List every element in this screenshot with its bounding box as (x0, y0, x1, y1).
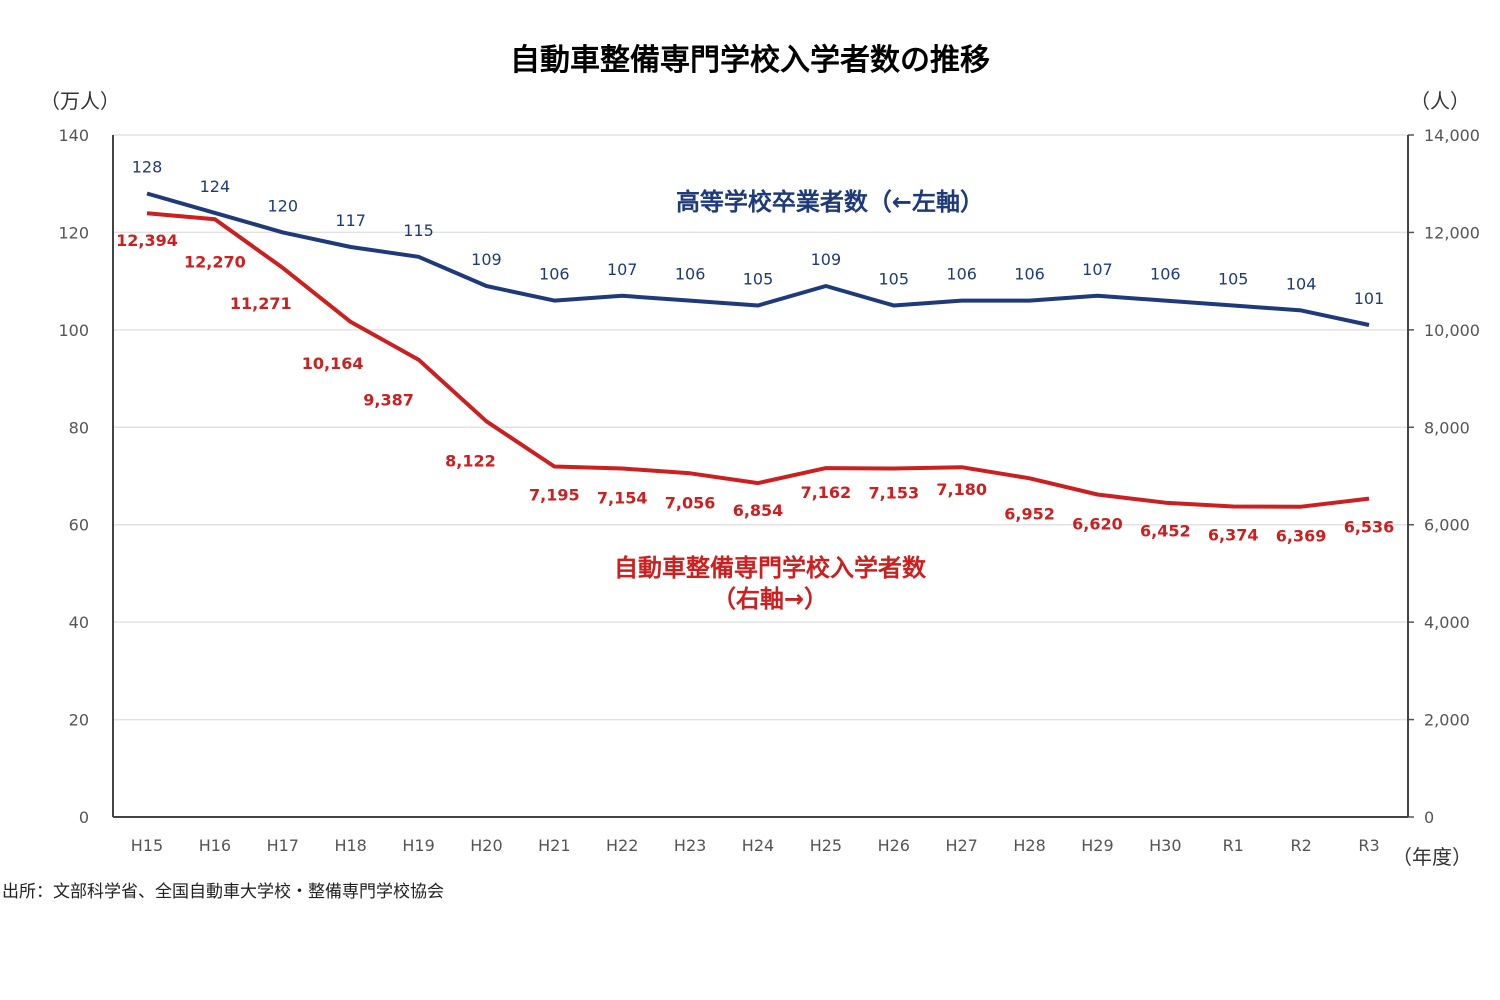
enrollment-data-label: 12,270 (184, 252, 246, 271)
x-tick-label: R3 (1358, 836, 1379, 855)
left-axis-unit: （万人） (40, 89, 120, 113)
legend-high-school-graduates: 高等学校卒業者数（←左軸） (676, 188, 984, 216)
series (146, 191, 1370, 509)
graduates-data-label: 106 (539, 265, 570, 284)
graduates-data-label: 128 (132, 157, 163, 176)
x-tick-label: H25 (810, 836, 842, 855)
x-tick-label: H21 (538, 836, 570, 855)
enrollment-data-label: 7,180 (936, 480, 987, 499)
x-tick-label: H16 (199, 836, 231, 855)
x-tick-label: H22 (606, 836, 638, 855)
enrollment-data-label: 7,162 (801, 483, 852, 502)
left-tick-label: 100 (58, 321, 89, 340)
left-tick-label: 120 (58, 223, 89, 242)
enrollment-data-label: 6,536 (1344, 518, 1395, 537)
enrollment-line (146, 211, 1370, 509)
graduates-data-label: 115 (403, 221, 434, 240)
enrollment-data-label: 7,056 (665, 493, 716, 512)
x-tick-label: H17 (267, 836, 299, 855)
left-tick-label: 60 (69, 516, 89, 535)
x-tick-label: H20 (470, 836, 502, 855)
graduates-data-label: 106 (1150, 265, 1181, 284)
enrollment-data-label: 6,854 (733, 501, 784, 520)
right-tick-label: 2,000 (1424, 711, 1470, 730)
graduates-data-label: 106 (675, 265, 706, 284)
x-tick-label: R1 (1223, 836, 1244, 855)
graduates-data-label: 105 (1218, 270, 1249, 289)
enrollment-data-label: 6,452 (1140, 522, 1191, 541)
chart-title: 自動車整備専門学校入学者数の推移 (510, 43, 990, 78)
graduates-data-label: 101 (1354, 289, 1385, 308)
right-tick-label: 14,000 (1424, 126, 1480, 145)
high-school-graduates-line (146, 191, 1370, 327)
left-tick-label: 20 (69, 711, 89, 730)
left-tick-label: 40 (69, 613, 89, 632)
x-tick-label: H15 (131, 836, 163, 855)
right-tick-label: 0 (1424, 808, 1434, 827)
right-tick-label: 6,000 (1424, 516, 1470, 535)
x-tick-label: H24 (742, 836, 774, 855)
x-tick-label: H18 (334, 836, 366, 855)
enrollment-data-label: 6,620 (1072, 515, 1123, 534)
left-tick-label: 80 (69, 418, 89, 437)
graduates-data-label: 109 (811, 250, 842, 269)
right-tick-label: 8,000 (1424, 418, 1470, 437)
graduates-data-label: 117 (335, 211, 366, 230)
axes: 0 0 20 2,000 40 4,000 60 6,000 80 8,000 100 10,000 1… (58, 126, 1480, 855)
enrollment-data-label: 10,164 (302, 354, 364, 373)
enrollment-data-label: 7,153 (868, 484, 919, 503)
x-tick-label: H28 (1013, 836, 1045, 855)
source-note: 出所：文部科学省、全国自動車大学校・整備専門学校協会 (2, 882, 444, 902)
enrollment-data-label: 7,154 (597, 488, 648, 507)
right-tick-label: 10,000 (1424, 321, 1480, 340)
left-tick-label: 140 (58, 126, 89, 145)
x-tick-label: R2 (1290, 836, 1311, 855)
graduates-data-label: 106 (1014, 265, 1045, 284)
graduates-data-label: 124 (200, 177, 231, 196)
graduates-data-label: 109 (471, 250, 502, 269)
enrollment-data-label: 7,195 (529, 486, 580, 505)
left-tick-label: 0 (79, 808, 89, 827)
x-axis-unit: （年度） (1392, 845, 1472, 869)
graduates-data-label: 107 (1082, 260, 1113, 279)
enrollment-data-label: 11,271 (230, 294, 292, 313)
x-tick-label: H30 (1149, 836, 1181, 855)
graduates-data-label: 107 (607, 260, 638, 279)
x-tick-label: H26 (878, 836, 910, 855)
enrollment-data-label: 6,369 (1276, 527, 1327, 546)
right-tick-label: 4,000 (1424, 613, 1470, 632)
right-tick-label: 12,000 (1424, 223, 1480, 242)
legend-enrollment: 自動車整備専門学校入学者数 (614, 554, 927, 582)
right-axis-unit: （人） (1410, 89, 1470, 113)
x-tick-label: H29 (1081, 836, 1113, 855)
graduates-data-label: 105 (743, 270, 774, 289)
graduates-data-label: 104 (1286, 274, 1317, 293)
enrollment-data-label: 6,952 (1004, 504, 1055, 523)
graduates-data-label: 106 (946, 265, 977, 284)
x-tick-label: H23 (674, 836, 706, 855)
enrollment-data-label: 9,387 (363, 391, 414, 410)
enrollment-data-label: 6,374 (1208, 525, 1259, 544)
gridlines (113, 134, 1408, 721)
enrollment-data-label: 12,394 (116, 231, 178, 250)
graduates-data-label: 105 (879, 270, 910, 289)
x-tick-label: H27 (945, 836, 977, 855)
legend-enrollment-axis-note: （右軸→） (712, 585, 828, 613)
data-labels: 128 124 120 117 115 109 106 107 106 105 109 105 106 1… (116, 157, 1394, 545)
enrollment-data-label: 8,122 (445, 451, 496, 470)
graduates-data-label: 120 (268, 196, 299, 215)
x-tick-label: H19 (402, 836, 434, 855)
